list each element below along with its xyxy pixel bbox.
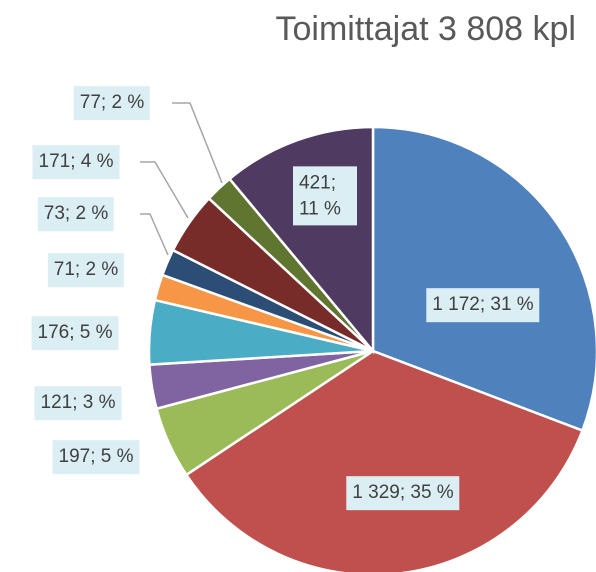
data-label: 176; 5 %	[31, 316, 119, 350]
data-label: 1 329; 35 %	[346, 476, 460, 510]
leader-line	[172, 102, 223, 184]
chart-title: Toimittajat 3 808 kpl	[275, 10, 577, 48]
data-label: 197; 5 %	[52, 440, 140, 474]
data-label: 121; 3 %	[34, 386, 122, 420]
data-label: 77; 2 %	[73, 86, 151, 120]
pie-slice	[184, 349, 585, 572]
data-label: 421; 11 %	[293, 166, 357, 226]
data-label: 1 172; 31 %	[426, 288, 540, 322]
data-label: 73; 2 %	[37, 197, 115, 231]
pie-slice	[371, 125, 596, 433]
data-label: 71; 2 %	[47, 253, 125, 287]
leader-line	[140, 213, 169, 256]
leader-line	[140, 161, 189, 219]
data-label: 171; 4 %	[32, 145, 120, 179]
